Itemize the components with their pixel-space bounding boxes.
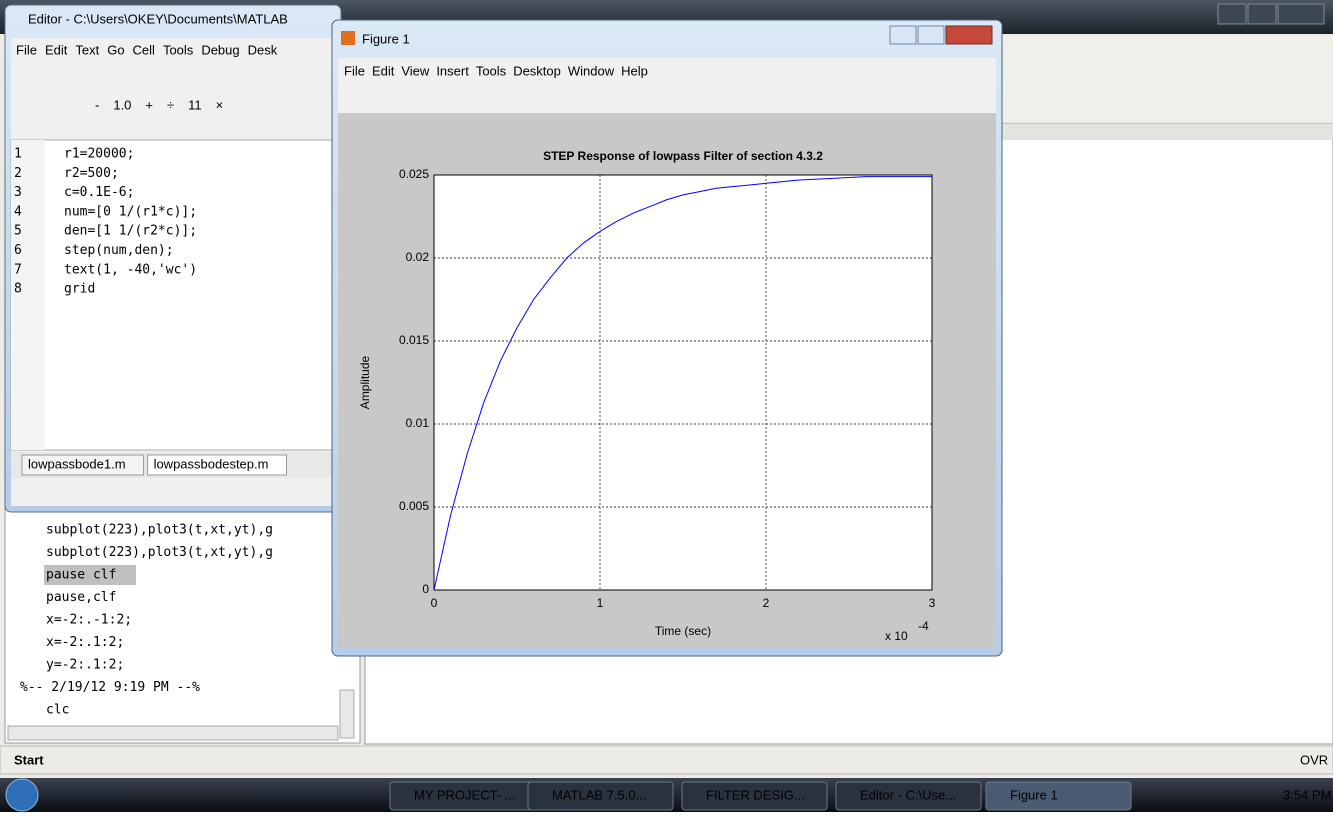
clock: 3:54 PM xyxy=(1283,787,1331,802)
menu-item[interactable]: Window xyxy=(568,63,615,78)
close[interactable] xyxy=(1278,4,1324,24)
status-bar xyxy=(0,746,1333,774)
axes xyxy=(434,175,932,590)
line-number: 4 xyxy=(14,204,22,219)
toolbar-item: × xyxy=(216,97,224,112)
code-line: grid xyxy=(64,282,95,297)
mode: OVR xyxy=(1300,752,1328,767)
x-axis-label: Time (sec) xyxy=(655,624,711,638)
toolbar-item: 1.0 xyxy=(113,97,131,112)
menu-item[interactable]: Insert xyxy=(436,63,469,78)
line-number: 2 xyxy=(14,166,22,181)
menu-item[interactable]: Tools xyxy=(476,63,507,78)
line-number: 1 xyxy=(14,147,22,162)
matlab-icon xyxy=(341,31,355,45)
menu-item[interactable]: View xyxy=(401,63,430,78)
menu-item[interactable]: Tools xyxy=(163,42,194,57)
x-scale-exponent: -4 xyxy=(918,619,929,633)
scrollbar[interactable] xyxy=(340,690,354,738)
y-tick-label: 0 xyxy=(422,582,429,596)
toolbar-item: 11 xyxy=(188,97,202,112)
code-line: text(1, -40,'wc') xyxy=(64,262,197,277)
y-tick-label: 0.01 xyxy=(406,416,430,430)
taskbar-label: Editor - C:\Use... xyxy=(860,787,956,802)
menu-item[interactable]: File xyxy=(344,63,365,78)
x-tick-label: 3 xyxy=(929,596,936,610)
line-number: 8 xyxy=(14,282,22,297)
taskbar-button[interactable] xyxy=(986,782,1131,810)
code-line: r2=500; xyxy=(64,166,119,181)
y-tick-label: 0.025 xyxy=(399,167,429,181)
taskbar-label: MY PROJECT- ... xyxy=(414,787,516,802)
menu-item[interactable]: Help xyxy=(621,63,648,78)
hscrollbar[interactable] xyxy=(8,726,338,740)
editor-title: Editor - C:\Users\OKEY\Documents\MATLAB xyxy=(28,11,288,26)
maximize[interactable] xyxy=(1248,4,1276,24)
menu-item[interactable]: Desk xyxy=(248,42,278,57)
editor-tab[interactable]: lowpassbodestep.m xyxy=(154,456,269,471)
y-axis-label: Amplitude xyxy=(358,356,372,410)
history-line: subplot(223),plot3(t,xt,yt),g xyxy=(46,545,273,560)
toolbar-area xyxy=(1000,36,1333,121)
line-number: 6 xyxy=(14,243,22,258)
menu-item[interactable]: Edit xyxy=(372,63,395,78)
history-line: clc xyxy=(46,703,69,718)
code-line: den=[1 1/(r2*c)]; xyxy=(64,224,197,239)
line-number: 3 xyxy=(14,185,22,200)
menu-item[interactable]: Text xyxy=(75,42,99,57)
taskbar-label: FILTER DESIG... xyxy=(706,787,805,802)
history-line: pause,clf xyxy=(46,590,116,605)
history-line: x=-2:.1:2; xyxy=(46,635,124,650)
history-line: %-- 2/19/12 9:19 PM --% xyxy=(20,680,200,695)
code-line: r1=20000; xyxy=(64,147,134,162)
figure-title: Figure 1 xyxy=(362,31,410,46)
x-tick-label: 2 xyxy=(763,596,770,610)
menu-item[interactable]: Desktop xyxy=(513,63,561,78)
history-line: pause clf xyxy=(46,568,116,583)
y-tick-label: 0.015 xyxy=(399,333,429,347)
y-tick-label: 0.02 xyxy=(406,250,430,264)
code-line: step(num,den); xyxy=(64,243,174,258)
code-line: c=0.1E-6; xyxy=(64,185,134,200)
toolbar-item: ÷ xyxy=(167,97,174,112)
start-orb[interactable] xyxy=(6,779,38,811)
line-number: 5 xyxy=(14,224,22,239)
editor-tab[interactable]: lowpassbode1.m xyxy=(28,456,126,471)
history-line: subplot(223),plot3(t,xt,yt),g xyxy=(46,523,273,538)
screen: subplot(223),plot3(t,xt,yt),g subplot(223… xyxy=(0,0,1333,812)
x-tick-label: 0 xyxy=(431,596,438,610)
code-area xyxy=(11,140,337,450)
toolbar-item: + xyxy=(145,97,153,112)
history-line: x=-2:.-1:2; xyxy=(46,613,132,628)
history-line: y=-2:.1:2; xyxy=(46,658,124,673)
taskbar-label: Figure 1 xyxy=(1010,787,1058,802)
toolbar-item: - xyxy=(95,97,99,112)
menu-item[interactable]: Debug xyxy=(201,42,239,57)
menu-item[interactable]: Edit xyxy=(45,42,68,57)
fig-maximize[interactable] xyxy=(918,26,944,44)
taskbar-label: MATLAB 7.5.0... xyxy=(552,787,646,802)
x-tick-label: 1 xyxy=(597,596,604,610)
chart-title: STEP Response of lowpass Filter of secti… xyxy=(543,149,823,163)
menu-item[interactable]: File xyxy=(16,42,37,57)
line-number: 7 xyxy=(14,262,22,277)
y-tick-label: 0.005 xyxy=(399,499,429,513)
code-line: num=[0 1/(r1*c)]; xyxy=(64,204,197,219)
menu-item[interactable]: Go xyxy=(107,42,124,57)
x-scale-label: x 10 xyxy=(885,629,908,643)
fig-minimize[interactable] xyxy=(890,26,916,44)
start-label[interactable]: Start xyxy=(14,752,44,767)
minimize[interactable] xyxy=(1218,4,1246,24)
fig-close[interactable] xyxy=(946,26,992,44)
menu-item[interactable]: Cell xyxy=(133,42,156,57)
